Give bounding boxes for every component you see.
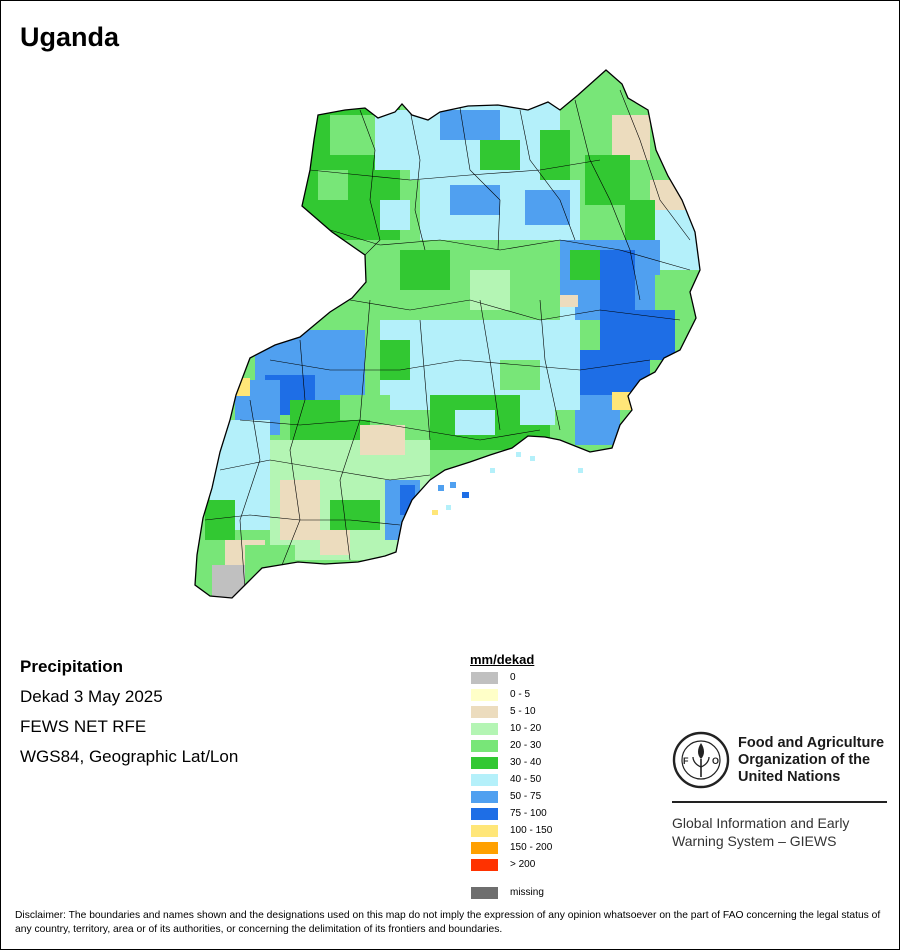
legend-label: 0 xyxy=(510,672,516,683)
legend-title: mm/dekad xyxy=(470,652,535,667)
legend-swatch xyxy=(471,842,498,854)
giews-name-line1: Global Information and Early xyxy=(672,815,850,831)
fao-org-name: Food and Agriculture Organization of the… xyxy=(738,735,884,786)
legend-label: missing xyxy=(510,887,544,898)
projection-label: WGS84, Geographic Lat/Lon xyxy=(20,747,239,766)
legend-label: 75 - 100 xyxy=(510,808,547,819)
legend-label: 50 - 75 xyxy=(510,791,542,802)
legend-swatch xyxy=(471,791,498,803)
period-label: Dekad 3 May 2025 xyxy=(20,687,163,706)
fao-org-name-line2: Organization of the xyxy=(738,752,871,768)
legend-swatch xyxy=(471,887,498,899)
district-boundaries xyxy=(204,89,691,591)
map-title: Uganda xyxy=(20,22,120,52)
legend-swatch xyxy=(471,757,498,769)
legend-swatch xyxy=(471,808,498,820)
legend-label: 5 - 10 xyxy=(510,706,536,717)
giews-name: Global Information and Early Warning Sys… xyxy=(672,814,892,850)
fao-org-name-line3: United Nations xyxy=(738,769,841,785)
fao-acronym-o: O xyxy=(712,756,719,766)
data-source-label: FEWS NET RFE xyxy=(20,717,147,736)
legend-swatch xyxy=(471,672,498,684)
giews-name-line2: Warning System – GIEWS xyxy=(672,833,837,849)
legend-label: 20 - 30 xyxy=(510,740,542,751)
legend-label: 0 - 5 xyxy=(510,689,531,700)
legend-label: 30 - 40 xyxy=(510,757,542,768)
legend-swatch xyxy=(471,859,498,871)
legend-label: 100 - 150 xyxy=(510,825,553,836)
legend-swatch xyxy=(471,689,498,701)
legend-swatch xyxy=(471,723,498,735)
legend-swatch xyxy=(471,774,498,786)
variable-heading: Precipitation xyxy=(20,657,123,676)
disclaimer: Disclaimer: The boundaries and names sho… xyxy=(15,910,881,935)
legend-label: 40 - 50 xyxy=(510,774,542,785)
legend-swatch xyxy=(471,706,498,718)
country-outline xyxy=(194,69,701,599)
fao-org-name-line1: Food and Agriculture xyxy=(738,735,885,751)
fao-emblem-icon: F O xyxy=(672,731,730,789)
logo-divider xyxy=(672,801,887,803)
legend-label: 10 - 20 xyxy=(510,723,542,734)
lake-islands xyxy=(432,452,583,515)
fao-acronym-f: F xyxy=(683,756,689,766)
legend-label: > 200 xyxy=(510,859,536,870)
precipitation-map xyxy=(194,69,701,599)
legend-swatch xyxy=(471,740,498,752)
legend-swatch xyxy=(471,825,498,837)
legend-label: 150 - 200 xyxy=(510,842,553,853)
rainfall-raster xyxy=(195,70,700,598)
